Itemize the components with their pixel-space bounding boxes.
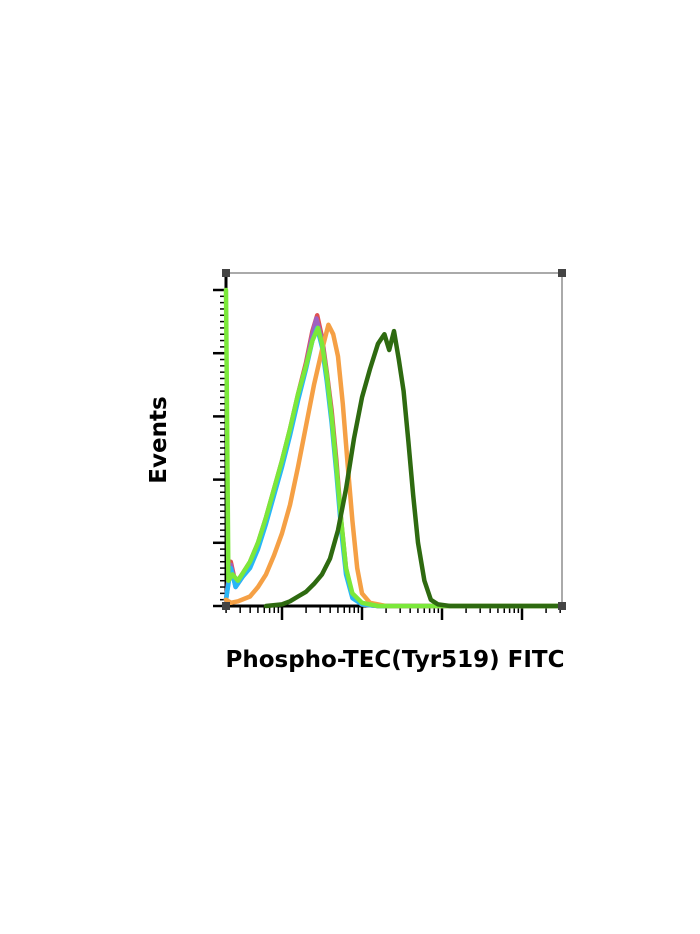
x-axis-label: Phospho-TEC(Tyr519) FITC bbox=[226, 647, 565, 673]
y-axis-label: Events bbox=[146, 396, 172, 483]
series-line-3 bbox=[223, 325, 565, 609]
series-line-6 bbox=[263, 328, 565, 609]
series-line-2 bbox=[223, 316, 565, 609]
series-line-1 bbox=[223, 313, 565, 609]
series-layer bbox=[223, 287, 565, 609]
plot-frame bbox=[224, 272, 563, 608]
corner-handle bbox=[222, 269, 230, 277]
series-line-5 bbox=[223, 287, 565, 609]
x-axis-ticks bbox=[225, 606, 561, 620]
corner-handle bbox=[222, 602, 230, 610]
corner-handle bbox=[558, 602, 566, 610]
corner-handle bbox=[558, 269, 566, 277]
corner-handles bbox=[222, 269, 566, 610]
y-axis-ticks bbox=[213, 288, 226, 608]
series-line-4 bbox=[223, 322, 565, 609]
